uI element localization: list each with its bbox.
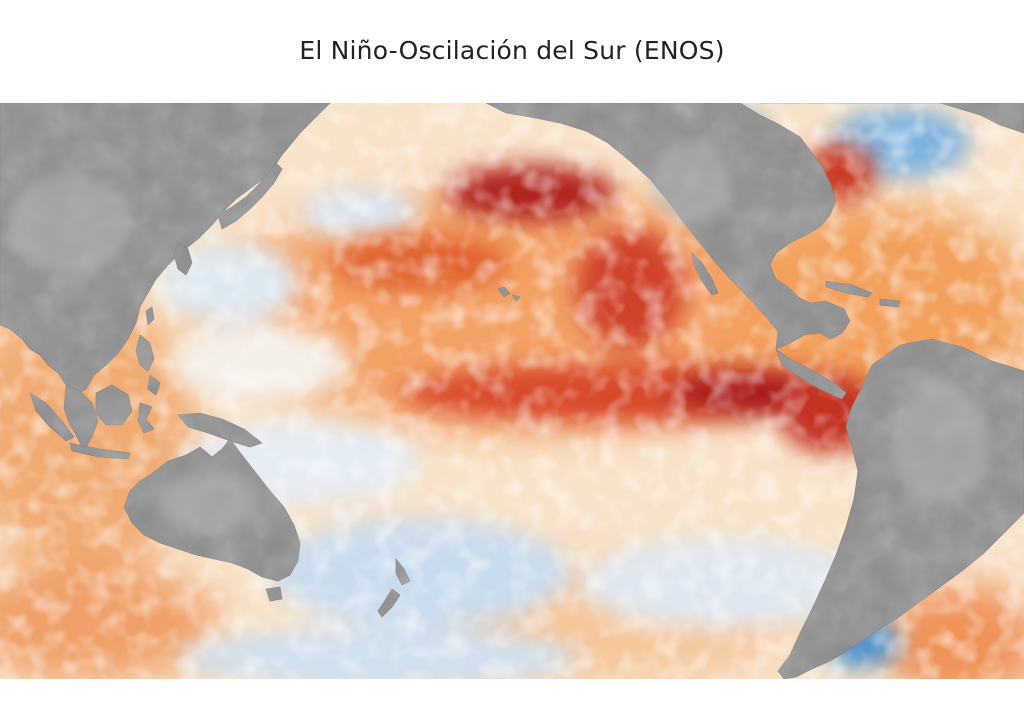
- new-guinea-island: [177, 412, 263, 448]
- taiwan-island: [145, 306, 155, 326]
- baja-california-peninsula: [691, 252, 719, 296]
- borneo-island: [95, 384, 133, 426]
- sulawesi-island: [137, 402, 155, 434]
- new-zealand-islands: [377, 558, 411, 618]
- tibetan-plateau-relief: [10, 173, 130, 273]
- indochina-peninsula: [63, 384, 99, 452]
- central-america-isthmus: [775, 348, 847, 400]
- philippines-islands: [135, 334, 161, 396]
- page-title: El Niño-Oscilación del Sur (ENOS): [299, 36, 725, 65]
- ocean-anomaly-layer: [0, 103, 1024, 679]
- rocky-mountains-relief: [650, 143, 730, 223]
- tasmania-island: [265, 586, 283, 602]
- australian-outback-relief: [160, 473, 260, 533]
- andes-amazon-relief: [890, 383, 990, 503]
- hispaniola-island: [879, 298, 901, 308]
- sumatra-island: [29, 392, 75, 442]
- korea-peninsula: [173, 242, 193, 276]
- canada-northeast-landmass: [760, 103, 1024, 134]
- sst-anomaly-map: [0, 103, 1024, 679]
- java-island: [69, 442, 131, 460]
- land-relief-highlights: [10, 143, 990, 533]
- cuba-island: [825, 280, 873, 298]
- japan-islands: [217, 162, 283, 230]
- hawaii-islands: [497, 286, 521, 302]
- map-canvas: [0, 103, 1024, 679]
